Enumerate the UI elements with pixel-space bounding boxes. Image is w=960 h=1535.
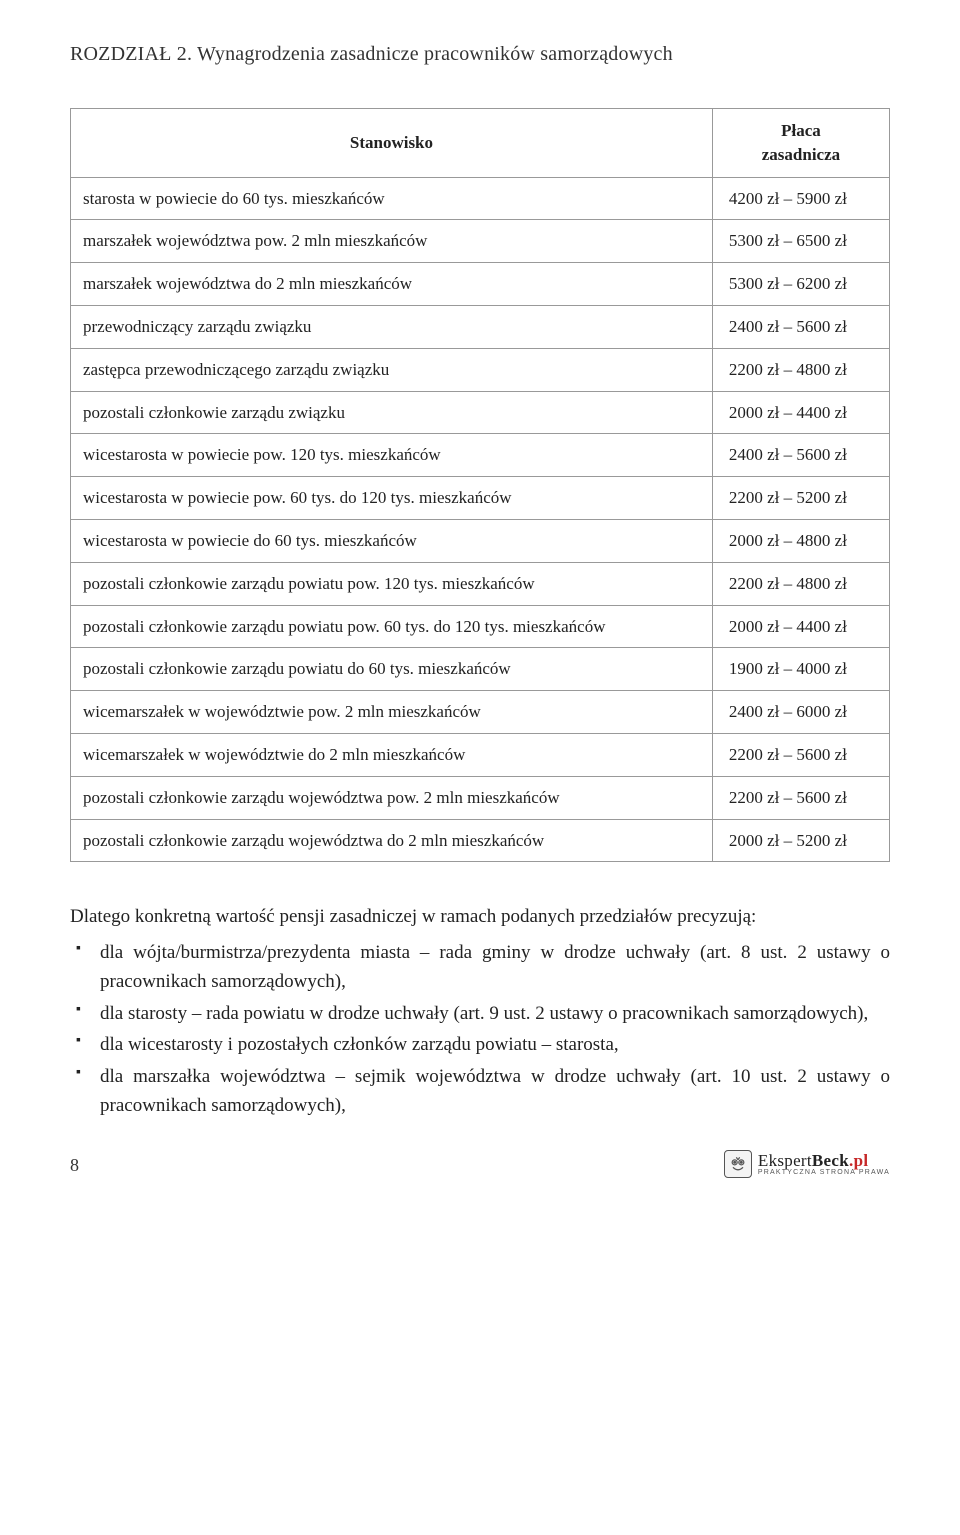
table-row: wicestarosta w powiecie do 60 tys. miesz… — [71, 519, 890, 562]
cell-stanowisko: marszałek województwa pow. 2 mln mieszka… — [71, 220, 713, 263]
cell-stanowisko: wicemarszałek w województwie pow. 2 mln … — [71, 691, 713, 734]
intro-paragraph: Dlatego konkretną wartość pensji zasadni… — [70, 902, 890, 931]
cell-placa: 2400 zł – 6000 zł — [712, 691, 889, 734]
table-row: pozostali członkowie zarządu województwa… — [71, 819, 890, 862]
table-row: starosta w powiecie do 60 tys. mieszkańc… — [71, 177, 890, 220]
cell-placa: 2000 zł – 5200 zł — [712, 819, 889, 862]
cell-placa: 2400 zł – 5600 zł — [712, 434, 889, 477]
page-footer: 8 EkspertBeck.pl PRAKTYCZNA STRONA PRAWA — [70, 1150, 890, 1178]
table-row: pozostali członkowie zarządu województwa… — [71, 776, 890, 819]
bullet-list: dla wójta/burmistrza/prezydenta miasta –… — [70, 938, 890, 1121]
cell-stanowisko: wicestarosta w powiecie pow. 120 tys. mi… — [71, 434, 713, 477]
salary-table: Stanowisko Płaca zasadnicza starosta w p… — [70, 108, 890, 862]
table-row: wicemarszałek w województwie pow. 2 mln … — [71, 691, 890, 734]
cell-stanowisko: zastępca przewodniczącego zarządu związk… — [71, 348, 713, 391]
list-item: dla wicestarosty i pozostałych członków … — [100, 1030, 890, 1059]
cell-placa: 2200 zł – 4800 zł — [712, 348, 889, 391]
list-item: dla wójta/burmistrza/prezydenta miasta –… — [100, 938, 890, 997]
chapter-heading: ROZDZIAŁ 2. Wynagrodzenia zasadnicze pra… — [70, 40, 890, 68]
cell-stanowisko: przewodniczący zarządu związku — [71, 305, 713, 348]
table-row: pozostali członkowie zarządu powiatu pow… — [71, 605, 890, 648]
table-row: pozostali członkowie zarządu związku2000… — [71, 391, 890, 434]
cell-placa: 1900 zł – 4000 zł — [712, 648, 889, 691]
cell-placa: 2200 zł – 5600 zł — [712, 733, 889, 776]
cell-stanowisko: wicemarszałek w województwie do 2 mln mi… — [71, 733, 713, 776]
table-row: marszałek województwa do 2 mln mieszkańc… — [71, 263, 890, 306]
table-row: marszałek województwa pow. 2 mln mieszka… — [71, 220, 890, 263]
cell-stanowisko: starosta w powiecie do 60 tys. mieszkańc… — [71, 177, 713, 220]
cell-placa: 2000 zł – 4800 zł — [712, 519, 889, 562]
brand-name-text: EkspertBeck.pl — [758, 1152, 890, 1169]
cell-placa: 2400 zł – 5600 zł — [712, 305, 889, 348]
cell-placa: 4200 zł – 5900 zł — [712, 177, 889, 220]
table-row: pozostali członkowie zarządu powiatu pow… — [71, 562, 890, 605]
brand-logo: EkspertBeck.pl PRAKTYCZNA STRONA PRAWA — [724, 1150, 890, 1178]
col-placa: Płaca zasadnicza — [712, 109, 889, 178]
col-stanowisko: Stanowisko — [71, 109, 713, 178]
cell-stanowisko: marszałek województwa do 2 mln mieszkańc… — [71, 263, 713, 306]
cell-stanowisko: pozostali członkowie zarządu województwa… — [71, 776, 713, 819]
cell-placa: 2000 zł – 4400 zł — [712, 391, 889, 434]
table-row: wicestarosta w powiecie pow. 120 tys. mi… — [71, 434, 890, 477]
cell-placa: 2200 zł – 5600 zł — [712, 776, 889, 819]
page-number: 8 — [70, 1153, 79, 1178]
cell-placa: 5300 zł – 6500 zł — [712, 220, 889, 263]
table-header-row: Stanowisko Płaca zasadnicza — [71, 109, 890, 178]
cell-stanowisko: wicestarosta w powiecie pow. 60 tys. do … — [71, 477, 713, 520]
cell-placa: 2200 zł – 5200 zł — [712, 477, 889, 520]
cell-stanowisko: pozostali członkowie zarządu województwa… — [71, 819, 713, 862]
table-row: przewodniczący zarządu związku2400 zł – … — [71, 305, 890, 348]
table-row: zastępca przewodniczącego zarządu związk… — [71, 348, 890, 391]
cell-stanowisko: wicestarosta w powiecie do 60 tys. miesz… — [71, 519, 713, 562]
brand-tagline: PRAKTYCZNA STRONA PRAWA — [758, 1169, 890, 1176]
cell-stanowisko: pozostali członkowie zarządu powiatu pow… — [71, 562, 713, 605]
list-item: dla marszałka województwa – sejmik wojew… — [100, 1062, 890, 1121]
cell-placa: 5300 zł – 6200 zł — [712, 263, 889, 306]
cell-stanowisko: pozostali członkowie zarządu związku — [71, 391, 713, 434]
table-row: pozostali członkowie zarządu powiatu do … — [71, 648, 890, 691]
cell-stanowisko: pozostali członkowie zarządu powiatu pow… — [71, 605, 713, 648]
cell-stanowisko: pozostali członkowie zarządu powiatu do … — [71, 648, 713, 691]
cell-placa: 2200 zł – 4800 zł — [712, 562, 889, 605]
table-row: wicemarszałek w województwie do 2 mln mi… — [71, 733, 890, 776]
owl-icon — [724, 1150, 752, 1178]
list-item: dla starosty – rada powiatu w drodze uch… — [100, 999, 890, 1028]
table-row: wicestarosta w powiecie pow. 60 tys. do … — [71, 477, 890, 520]
cell-placa: 2000 zł – 4400 zł — [712, 605, 889, 648]
